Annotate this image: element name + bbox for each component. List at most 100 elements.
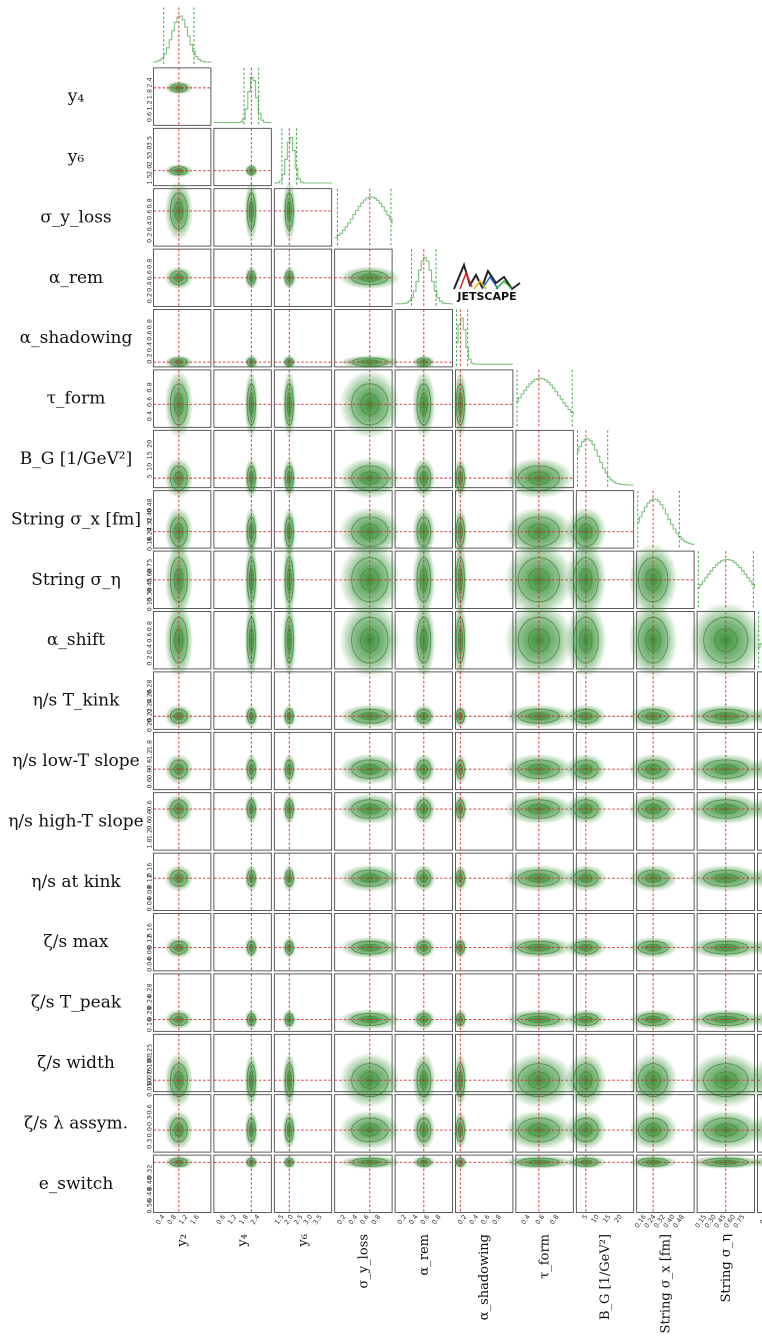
joint-panel xyxy=(504,792,574,851)
joint-panel xyxy=(213,601,272,679)
panel-frame xyxy=(213,369,272,428)
joint-panel xyxy=(565,852,635,911)
x-tick-label: 0.2 xyxy=(456,1213,468,1226)
joint-panel: 0.20.40.60.8 xyxy=(146,248,212,307)
contour-38 xyxy=(528,628,550,653)
contour-68 xyxy=(416,799,432,819)
y-tick-label: 5 xyxy=(146,474,154,478)
panel-frame xyxy=(757,973,762,1032)
panel-frame xyxy=(273,188,333,247)
panel-frame xyxy=(213,490,272,549)
y-tick-label: 0.60 xyxy=(146,568,154,582)
y-tick-label: 20 xyxy=(146,440,154,448)
panel-frame xyxy=(455,429,514,489)
joint-panel xyxy=(273,490,333,557)
y-tick-label: 0.4 xyxy=(146,342,154,352)
joint-panel xyxy=(334,248,401,307)
x-tick-label: 3.5 xyxy=(311,1213,323,1226)
contour-38 xyxy=(248,201,254,221)
joint-panel xyxy=(504,1033,574,1108)
panel-frame xyxy=(636,973,695,1032)
y-tick-label: 1.8 xyxy=(146,839,154,849)
x-tick-label: 2.4 xyxy=(249,1213,261,1226)
joint-panel xyxy=(273,852,333,911)
y-tick-label: 0.4 xyxy=(146,221,154,231)
joint-panel xyxy=(565,792,635,851)
joint-panel xyxy=(688,731,762,791)
y-tick-label: 0.20 xyxy=(146,1006,154,1020)
y-tick-label: 0.4 xyxy=(146,644,154,654)
y-tick-label: -0.6 xyxy=(146,1104,154,1117)
density-blob xyxy=(628,864,678,892)
panel-frame xyxy=(213,611,272,670)
joint-panel xyxy=(565,973,635,1032)
joint-panel xyxy=(394,429,453,499)
panel-frame xyxy=(515,1154,574,1213)
joint-panel xyxy=(688,913,762,972)
y-tick-label: 0.08 xyxy=(146,946,154,960)
panel-frame xyxy=(273,369,333,428)
y-tick-label: 0.0 xyxy=(146,810,154,820)
y-tick-label: 0.050 xyxy=(146,1078,154,1097)
joint-panel xyxy=(628,792,695,851)
density-blob xyxy=(747,1011,762,1028)
contour-38 xyxy=(286,804,292,815)
contour-38 xyxy=(645,628,661,653)
marginal-histogram xyxy=(213,76,272,124)
y-tick-label: 0.6 xyxy=(146,270,154,280)
y-tick-label: 0.22 xyxy=(146,708,154,722)
joint-panel xyxy=(628,913,695,972)
joint-panel xyxy=(213,671,272,730)
panel-frame xyxy=(153,973,212,1032)
panel-frame xyxy=(153,731,212,791)
joint-panel xyxy=(213,731,272,791)
density-blob xyxy=(339,704,401,728)
joint-panel xyxy=(453,601,514,679)
marginal-histogram xyxy=(274,136,332,184)
y-tick-label: 0.6 xyxy=(146,330,154,340)
y-tick-label: 0.28 xyxy=(146,983,154,997)
joint-panel: 0.6 1.21.8 2.4 xyxy=(146,67,212,126)
x-tick-label: 0.4 xyxy=(468,1213,480,1226)
contour-38 xyxy=(248,568,254,592)
panel-frame xyxy=(273,852,333,911)
y-tick-label: 0.40 xyxy=(146,1176,154,1190)
joint-panel xyxy=(628,671,695,730)
panel-frame xyxy=(213,731,272,791)
joint-panel xyxy=(213,490,272,557)
panel-frame xyxy=(515,792,574,851)
joint-panel xyxy=(394,731,453,791)
joint-panel xyxy=(334,309,401,369)
joint-panel xyxy=(394,973,453,1032)
panel-frame xyxy=(153,1154,212,1213)
joint-panel: 1.81.20.60.0-0.6 xyxy=(146,792,212,851)
y-tick-label: 2.0 xyxy=(146,165,154,175)
joint-panel: 1.52.02.53.03.5 xyxy=(273,1154,333,1226)
joint-panel: 0.20.40.60.8 xyxy=(394,1154,453,1226)
joint-panel xyxy=(273,913,333,972)
y-tick-label: 0.2 xyxy=(146,293,154,303)
y-tick-label: 3.5 xyxy=(146,136,154,146)
joint-panel xyxy=(453,429,514,499)
density-blob xyxy=(164,793,194,825)
joint-panel xyxy=(628,1033,695,1108)
joint-panel xyxy=(504,671,574,730)
column-label-y4: y₄ xyxy=(236,1234,251,1248)
panel-frame xyxy=(334,671,393,730)
column-label-y2: y₂ xyxy=(175,1234,190,1248)
y-tick-label: 0.4 xyxy=(146,411,154,421)
joint-panel xyxy=(213,1094,272,1153)
density-blob xyxy=(747,939,762,956)
density-blob xyxy=(339,864,401,892)
joint-panel xyxy=(213,309,272,369)
joint-panel xyxy=(213,792,272,851)
y-tick-label: 0.40 xyxy=(146,508,154,522)
density-blob xyxy=(747,867,762,889)
joint-panel xyxy=(334,1094,401,1153)
y-tick-label: 1.5 xyxy=(146,174,154,184)
joint-panel xyxy=(213,542,272,617)
joint-panel xyxy=(273,973,333,1032)
joint-panel: 0.150.300.450.600.75 xyxy=(146,542,212,617)
panel-frame xyxy=(213,852,272,911)
